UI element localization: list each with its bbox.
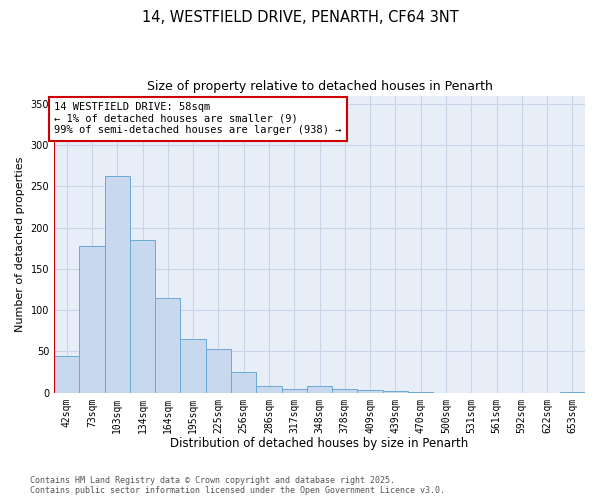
Bar — [231, 372, 256, 392]
Bar — [332, 390, 358, 392]
Bar — [79, 246, 104, 392]
Text: 14, WESTFIELD DRIVE, PENARTH, CF64 3NT: 14, WESTFIELD DRIVE, PENARTH, CF64 3NT — [142, 10, 458, 25]
Y-axis label: Number of detached properties: Number of detached properties — [15, 156, 25, 332]
Bar — [307, 386, 332, 392]
Bar — [54, 356, 79, 393]
Bar — [181, 339, 206, 392]
Bar — [104, 176, 130, 392]
Bar — [383, 391, 408, 392]
Bar — [130, 240, 155, 392]
Text: Contains HM Land Registry data © Crown copyright and database right 2025.
Contai: Contains HM Land Registry data © Crown c… — [30, 476, 445, 495]
Bar — [206, 349, 231, 393]
X-axis label: Distribution of detached houses by size in Penarth: Distribution of detached houses by size … — [170, 437, 469, 450]
Text: 14 WESTFIELD DRIVE: 58sqm
← 1% of detached houses are smaller (9)
99% of semi-de: 14 WESTFIELD DRIVE: 58sqm ← 1% of detach… — [54, 102, 341, 136]
Bar — [155, 298, 181, 392]
Title: Size of property relative to detached houses in Penarth: Size of property relative to detached ho… — [146, 80, 493, 93]
Bar — [256, 386, 281, 392]
Bar — [358, 390, 383, 392]
Bar — [281, 388, 307, 392]
